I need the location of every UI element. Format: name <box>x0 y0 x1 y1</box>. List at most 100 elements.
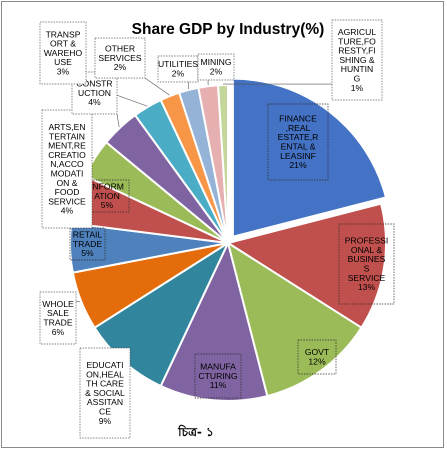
slice-category-label: BUSINES <box>348 254 386 264</box>
slice-category-label: ESTATE,R <box>278 132 319 142</box>
slice-value-label: 4% <box>88 97 101 107</box>
slice-category-label: G <box>354 73 361 83</box>
slice-category-label: PROFESSI <box>345 236 388 246</box>
slice-category-label: UTILITIES <box>158 59 198 69</box>
slice-value-label: 5% <box>101 200 114 210</box>
label-box <box>94 37 146 79</box>
slice-category-label: OTHER <box>105 44 135 54</box>
pie-slice-finance-real-estate-r-ental-leasinf <box>231 77 388 238</box>
slice-category-label: USE <box>54 57 72 67</box>
slice-category-label: LEASINF <box>280 151 316 161</box>
slice-category-label: N,ACCO <box>50 159 84 169</box>
slice-category-label: SALE <box>47 308 69 318</box>
slice-category-label: MENT,RE <box>48 141 86 151</box>
slice-category-label: TERTAIN <box>49 131 85 141</box>
slice-category-label: & SOCIAL <box>85 388 125 398</box>
slice-category-label: WHOLE <box>42 299 74 309</box>
slice-value-label: 4% <box>61 206 74 216</box>
slice-category-label: TURE,FO <box>338 36 376 46</box>
slice-category-label: RESTY,FI <box>338 46 376 56</box>
slice-value-label: 11% <box>210 380 227 390</box>
slice-value-label: 6% <box>52 327 65 337</box>
label-box <box>267 103 329 181</box>
slice-category-label: AGRICUL <box>338 27 376 37</box>
slice-category-label: MANUFA <box>200 362 236 372</box>
slice-category-label: ,REAL <box>286 123 311 133</box>
label-box <box>41 109 93 229</box>
slice-category-label: ATION <box>94 191 120 201</box>
slice-category-label: SERVICE <box>48 196 86 206</box>
slice-category-label: SERVICES <box>98 53 142 63</box>
figure-caption: চিত্র- ১ <box>177 424 214 439</box>
slice-category-label: TH CARE <box>86 379 124 389</box>
slice-category-label: TRADE <box>73 239 102 249</box>
slice-value-label: 5% <box>81 248 94 258</box>
slice-value-label: 12% <box>308 357 326 367</box>
slice-category-label: TRADE <box>43 318 72 328</box>
label-box <box>197 53 235 81</box>
slice-value-label: 13% <box>358 282 376 292</box>
slice-category-label: INFORM <box>90 182 124 192</box>
leader-line <box>144 77 170 96</box>
slice-category-label: SERVICE <box>348 273 386 283</box>
slice-category-label: ARTS,EN <box>48 122 85 132</box>
chart-title: Share GDP by Industry(%) <box>132 21 325 38</box>
slice-category-label: GOVT <box>305 347 330 357</box>
slice-category-label: CREATIO <box>48 150 86 160</box>
slice-value-label: 2% <box>172 69 185 79</box>
slice-category-label: ASSITAN <box>87 397 123 407</box>
slice-category-label: ON,HEAL <box>86 369 124 379</box>
label-box <box>79 347 131 439</box>
slice-value-label: 3% <box>57 66 70 76</box>
slice-category-label: FOOD <box>55 187 80 197</box>
slice-value-label: 1% <box>351 83 364 93</box>
label-box <box>331 19 383 101</box>
slice-category-label: ONAL & <box>351 245 382 255</box>
slice-category-label: HUNTIN <box>341 64 373 74</box>
pie-slice-govt <box>226 240 363 398</box>
slice-category-label: CTURING <box>198 371 237 381</box>
slice-category-label: ENTAL & <box>281 142 316 152</box>
pie-slice-agricul-ture-fo-resty-fi-shing-huntin-g <box>217 83 229 244</box>
slice-value-label: 2% <box>210 67 223 77</box>
pie-slice-manufa-cturing <box>159 240 269 402</box>
label-box <box>194 353 242 399</box>
slice-category-label: UCTION <box>78 88 111 98</box>
slice-category-label: EDUCATI <box>86 360 123 370</box>
label-box <box>297 339 337 375</box>
slice-category-label: CE <box>99 406 111 416</box>
slice-value-label: 2% <box>114 62 127 72</box>
slice-value-label: 9% <box>99 416 112 426</box>
slice-category-label: MODATI <box>51 169 84 179</box>
label-box <box>157 55 199 83</box>
slice-category-label: S <box>364 264 370 274</box>
slice-category-label: RETAIL <box>73 230 103 240</box>
slice-category-label: WAREHO <box>44 48 83 58</box>
leader-line <box>116 113 120 128</box>
pie-slice-professi-onal-busines-s-service <box>225 202 387 330</box>
slice-category-label: ON & <box>56 178 77 188</box>
slice-category-label: SHING & <box>339 55 375 65</box>
slice-category-label: FINANCE <box>279 114 317 124</box>
label-box <box>39 291 77 345</box>
slice-label-arts-en-tertain-ment-re-creatio-n-acco-modati-on-food-service: ARTS,ENTERTAINMENT,RECREATION,ACCOMODATI… <box>41 109 93 229</box>
slice-category-label: TRANSP <box>46 29 81 39</box>
label-box <box>338 223 395 305</box>
slice-category-label: CONSTR <box>76 79 112 89</box>
slice-category-label: MINING <box>200 57 231 67</box>
slice-category-label: ORT & <box>50 39 76 49</box>
label-box <box>39 21 87 85</box>
